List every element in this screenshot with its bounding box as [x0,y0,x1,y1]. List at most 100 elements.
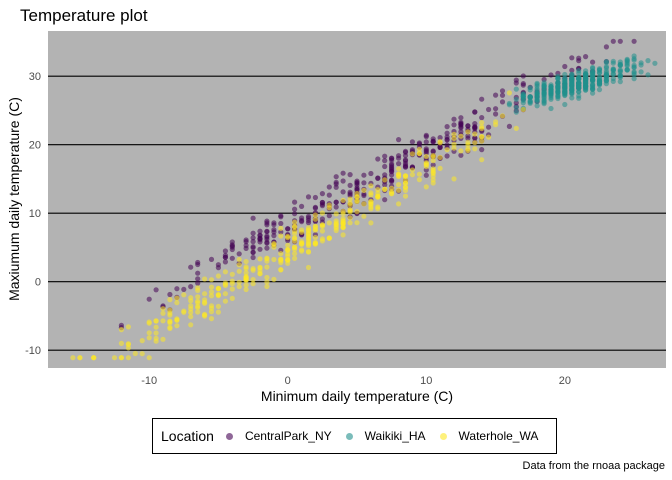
data-point [402,149,409,155]
data-point [299,203,305,209]
data-point [236,251,242,257]
data-point [402,177,409,183]
legend-label: CentralPark_NY [244,429,332,443]
data-point [451,145,457,151]
data-point [236,279,242,285]
data-point [562,78,568,84]
data-point [222,248,228,254]
data-point [638,60,644,66]
data-point [430,149,436,155]
data-point [451,135,457,141]
data-point [153,330,159,336]
data-point [603,64,610,70]
data-point [472,121,478,127]
data-point [465,139,471,145]
data-point [264,258,270,264]
data-point [354,220,360,226]
data-point [181,292,187,298]
data-point [368,201,374,207]
legend-label: Waikiki_HA [364,429,426,443]
data-point [250,215,256,221]
data-point [160,306,166,312]
data-point [437,144,443,151]
data-point [195,270,201,276]
data-point [125,341,131,347]
data-point [146,330,152,336]
data-point [430,158,436,164]
data-point [534,103,540,109]
data-point [326,205,332,211]
data-point [305,194,312,200]
data-point [181,286,187,292]
data-point [118,355,124,361]
data-point [361,213,367,219]
data-point [146,320,152,326]
data-point [292,219,298,225]
data-point [146,355,152,361]
data-point [437,135,443,141]
data-point [479,115,485,121]
data-point [493,111,499,117]
data-point [520,106,526,113]
data-point [125,324,131,330]
data-point [472,109,478,115]
data-point [617,61,623,67]
data-point [513,104,519,111]
data-point [479,147,485,153]
data-point [493,92,499,98]
data-point [333,220,339,226]
data-point [451,116,457,122]
data-point [520,82,526,88]
data-point [174,300,180,306]
legend-title: Location [161,428,214,444]
data-point [312,234,318,241]
data-point [215,303,221,309]
y-tick-label: 30 [29,71,41,83]
data-point [153,338,159,344]
data-point [409,172,415,178]
data-point [215,285,221,291]
data-point [562,63,568,70]
data-point [596,80,603,87]
data-point [264,279,270,285]
data-point [499,92,506,98]
data-point [562,71,568,78]
data-point [271,220,277,226]
data-point [603,74,610,80]
data-point [576,95,582,101]
data-point [236,256,242,263]
data-point [548,88,554,94]
data-point [202,311,208,317]
legend-item-waikiki-ha: Waikiki_HA [345,429,426,443]
data-point [326,192,332,198]
data-point [188,322,194,328]
data-point [202,276,208,282]
data-point [243,282,249,288]
data-point [590,77,596,83]
data-point [409,167,415,173]
data-point [215,265,221,271]
data-point [479,124,485,130]
data-point [167,291,173,298]
data-point [264,264,270,270]
data-point [596,67,603,73]
data-point [603,60,610,66]
data-point [583,71,589,77]
data-point [305,233,312,239]
data-point [111,355,118,361]
data-point [333,199,339,205]
data-point [326,220,332,226]
data-point [389,155,395,161]
data-point [195,276,201,282]
data-point [368,183,374,189]
data-point [312,212,318,218]
data-point [396,137,402,143]
data-point [264,274,270,281]
data-point [368,220,374,226]
data-point [617,67,623,73]
data-point [361,192,367,199]
data-point [333,225,339,231]
data-point [278,267,284,273]
data-point [534,90,540,96]
data-point [555,75,561,81]
